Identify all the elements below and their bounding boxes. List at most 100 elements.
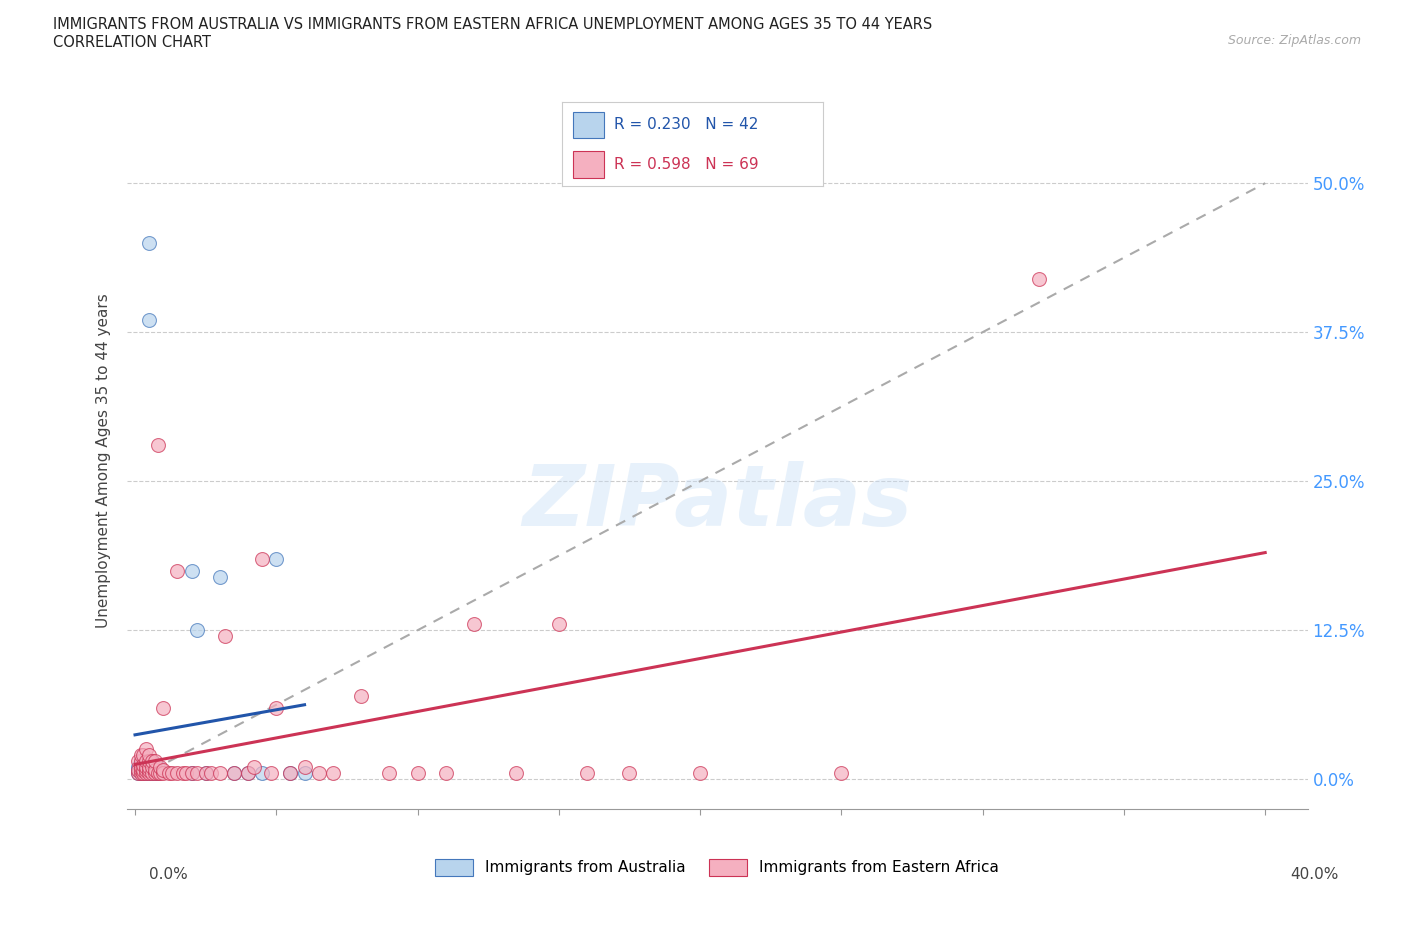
- Point: [180, 766, 202, 781]
- Point: [138, 235, 160, 250]
- Point: [143, 754, 166, 769]
- Point: [127, 754, 149, 769]
- Point: [143, 758, 166, 773]
- Text: R = 0.598   N = 69: R = 0.598 N = 69: [614, 157, 759, 172]
- Point: [138, 748, 160, 763]
- Point: [135, 766, 157, 781]
- Point: [236, 766, 259, 781]
- Point: [266, 551, 288, 566]
- Point: [149, 766, 172, 781]
- Point: [294, 766, 316, 781]
- Point: [149, 760, 172, 775]
- Text: CORRELATION CHART: CORRELATION CHART: [53, 35, 211, 50]
- Point: [194, 766, 217, 781]
- Point: [463, 617, 485, 631]
- Point: [135, 760, 157, 775]
- Point: [129, 763, 152, 777]
- Point: [152, 763, 174, 777]
- Point: [138, 766, 160, 781]
- Point: [146, 766, 169, 781]
- Point: [143, 766, 166, 781]
- Point: [138, 312, 160, 327]
- Point: [434, 766, 457, 781]
- Point: [222, 766, 245, 781]
- Point: [505, 766, 527, 781]
- Bar: [572, 112, 605, 139]
- Point: [406, 766, 429, 781]
- Point: [294, 760, 316, 775]
- Point: [208, 569, 231, 584]
- Point: [135, 754, 157, 769]
- Point: [259, 766, 281, 781]
- Point: [222, 766, 245, 781]
- Bar: [572, 151, 605, 178]
- Point: [214, 629, 236, 644]
- Point: [135, 763, 157, 777]
- Point: [129, 766, 152, 781]
- Point: [141, 760, 163, 775]
- Point: [180, 564, 202, 578]
- Text: ZIPatlas: ZIPatlas: [522, 460, 912, 544]
- Text: IMMIGRANTS FROM AUSTRALIA VS IMMIGRANTS FROM EASTERN AFRICA UNEMPLOYMENT AMONG A: IMMIGRANTS FROM AUSTRALIA VS IMMIGRANTS …: [53, 17, 932, 32]
- Text: 40.0%: 40.0%: [1291, 867, 1339, 882]
- Point: [378, 766, 401, 781]
- Point: [250, 766, 273, 781]
- Point: [127, 766, 149, 781]
- Point: [143, 763, 166, 777]
- Point: [830, 766, 852, 781]
- Point: [132, 763, 155, 777]
- Point: [138, 754, 160, 769]
- Point: [146, 760, 169, 775]
- Point: [350, 688, 373, 703]
- Point: [186, 623, 208, 638]
- Point: [132, 766, 155, 781]
- Point: [242, 760, 264, 775]
- Point: [208, 766, 231, 781]
- Point: [129, 754, 152, 769]
- Point: [132, 748, 155, 763]
- Point: [132, 763, 155, 777]
- Point: [129, 748, 152, 763]
- Point: [308, 766, 330, 781]
- Point: [138, 763, 160, 777]
- Point: [127, 766, 149, 781]
- Point: [141, 766, 163, 781]
- Point: [172, 766, 194, 781]
- Point: [138, 766, 160, 781]
- Point: [166, 564, 188, 578]
- Point: [127, 760, 149, 775]
- Point: [146, 438, 169, 453]
- Point: [143, 766, 166, 781]
- Point: [127, 763, 149, 777]
- Point: [129, 763, 152, 777]
- Point: [576, 766, 599, 781]
- Point: [236, 766, 259, 781]
- Point: [266, 700, 288, 715]
- Point: [141, 754, 163, 769]
- Point: [166, 766, 188, 781]
- Point: [180, 766, 202, 781]
- Point: [157, 766, 180, 781]
- Point: [160, 766, 183, 781]
- Point: [138, 760, 160, 775]
- Point: [135, 766, 157, 781]
- Point: [132, 758, 155, 773]
- Point: [138, 760, 160, 775]
- Point: [689, 766, 711, 781]
- Point: [132, 760, 155, 775]
- Point: [143, 763, 166, 777]
- Point: [174, 766, 197, 781]
- Point: [129, 754, 152, 769]
- Point: [138, 763, 160, 777]
- Point: [547, 617, 569, 631]
- Point: [146, 766, 169, 781]
- Point: [141, 763, 163, 777]
- Point: [200, 766, 222, 781]
- Point: [280, 766, 302, 781]
- Point: [152, 766, 174, 781]
- Text: 0.0%: 0.0%: [149, 867, 188, 882]
- Point: [141, 766, 163, 781]
- Point: [129, 760, 152, 775]
- Point: [619, 766, 641, 781]
- Point: [129, 766, 152, 781]
